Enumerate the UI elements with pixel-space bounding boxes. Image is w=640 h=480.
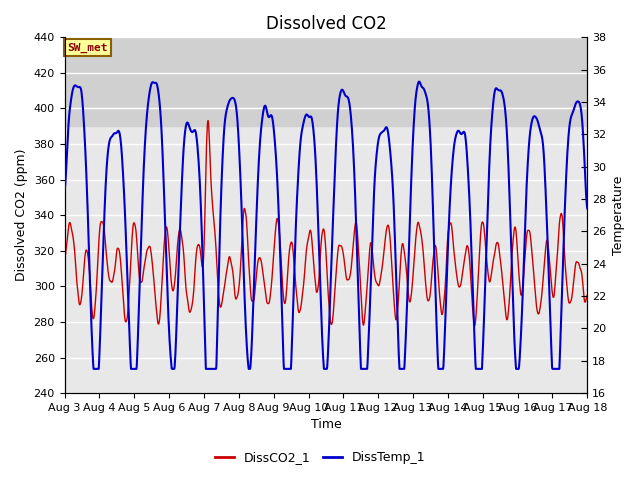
Bar: [65, 37, 588, 126]
Legend: DissCO2_1, DissTemp_1: DissCO2_1, DissTemp_1: [210, 446, 430, 469]
Text: SW_met: SW_met: [67, 43, 108, 53]
Y-axis label: Temperature: Temperature: [612, 176, 625, 255]
Title: Dissolved CO2: Dissolved CO2: [266, 15, 387, 33]
X-axis label: Time: Time: [310, 419, 341, 432]
Y-axis label: Dissolved CO2 (ppm): Dissolved CO2 (ppm): [15, 149, 28, 281]
